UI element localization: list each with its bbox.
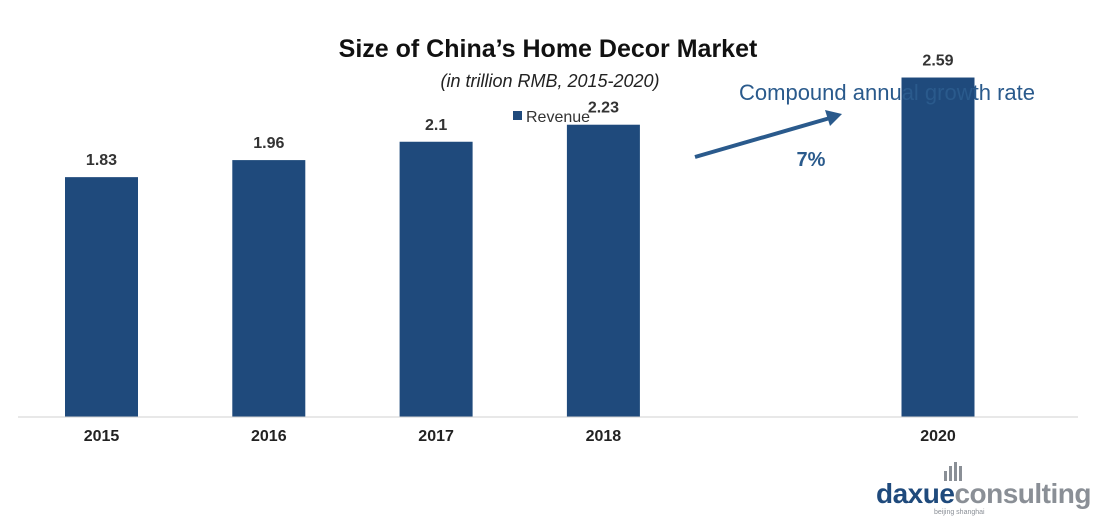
chart-title: Size of China’s Home Decor Market — [339, 35, 758, 63]
cagr-value: 7% — [797, 149, 826, 171]
x-tick-2016: 2016 — [251, 428, 287, 445]
legend-label: Revenue — [526, 109, 590, 126]
bar-2020 — [901, 77, 975, 418]
x-tick-2017: 2017 — [418, 428, 454, 445]
legend: Revenue — [513, 109, 590, 126]
logo-bars-icon — [944, 462, 962, 481]
x-tick-2015: 2015 — [84, 428, 120, 445]
daxue-logo: daxueconsulting beijing shanghai — [876, 462, 1091, 516]
bar-2018 — [566, 124, 640, 417]
cagr-arrow-line — [694, 116, 831, 159]
bar-2015 — [65, 177, 138, 417]
x-tick-2020: 2020 — [920, 428, 956, 445]
value-labels-group: 1.83 1.96 2.1 2.23 2.59 — [86, 53, 954, 170]
logo-tagline: beijing shanghai — [934, 509, 985, 516]
x-tick-2018: 2018 — [586, 428, 622, 445]
bars-group — [65, 77, 975, 418]
chart-subtitle: (in trillion RMB, 2015-2020) — [440, 71, 659, 91]
value-label-2015: 1.83 — [86, 152, 117, 169]
bar-2017 — [399, 141, 473, 417]
bar-2016 — [232, 160, 306, 417]
logo-wordmark: daxueconsulting — [876, 478, 1091, 509]
cagr-annotation: Compound annual growth rate 7% — [694, 80, 1035, 171]
value-label-2018: 2.23 — [588, 100, 619, 117]
value-label-2020: 2.59 — [922, 53, 953, 70]
legend-swatch — [513, 111, 522, 120]
cagr-arrow-head — [825, 110, 842, 126]
x-tick-labels-group: 2015 2016 2017 2018 2020 — [84, 428, 956, 445]
value-label-2017: 2.1 — [425, 117, 447, 134]
cagr-label: Compound annual growth rate — [739, 80, 1035, 105]
value-label-2016: 1.96 — [253, 135, 284, 152]
